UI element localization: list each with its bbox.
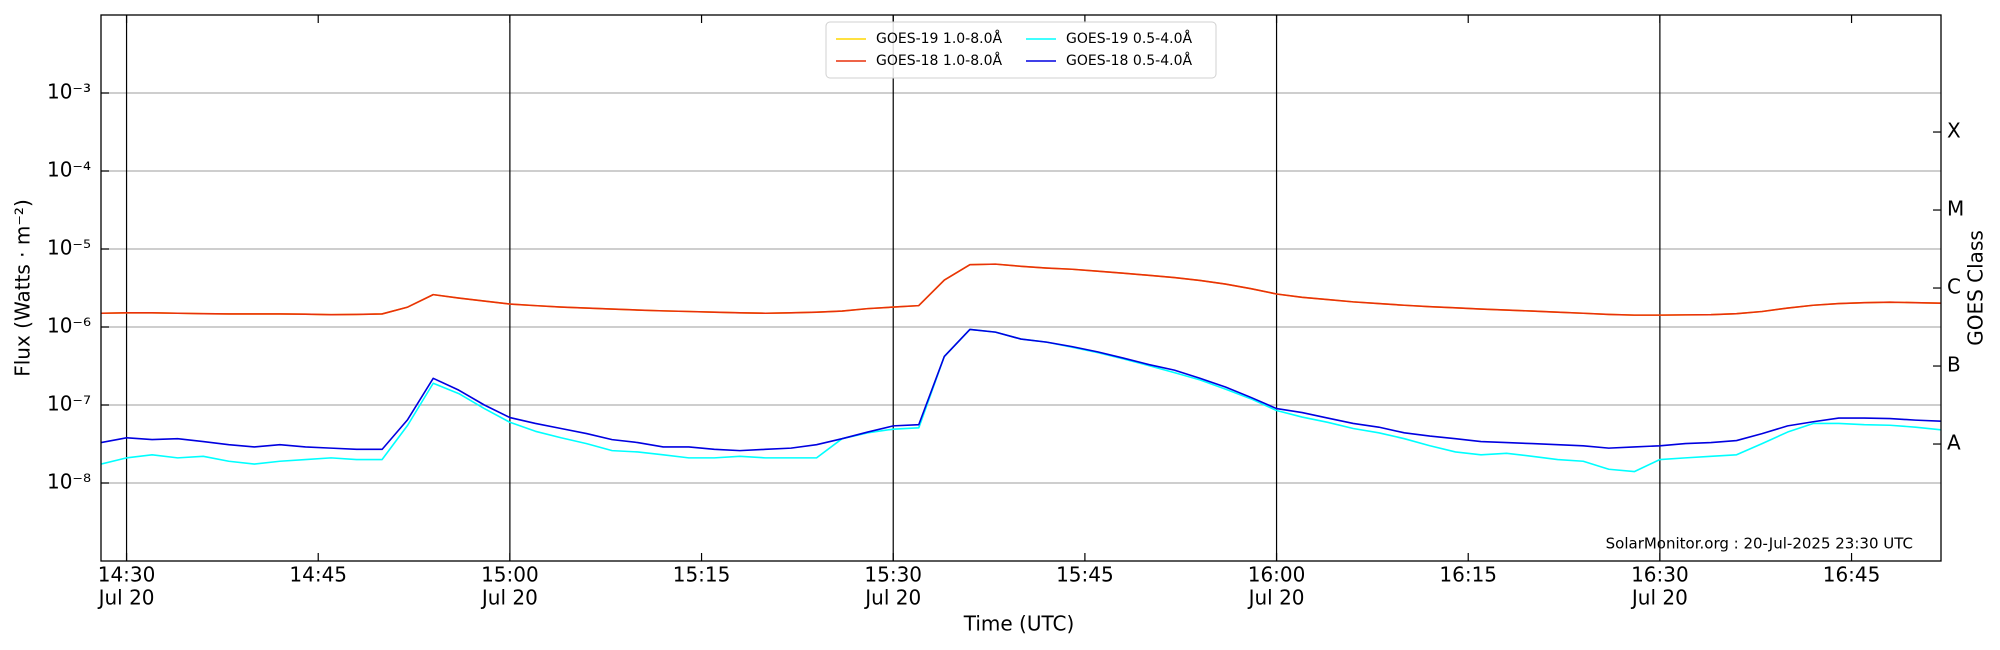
legend-box <box>825 21 1217 79</box>
legend-label: GOES-18 1.0-8.0Å <box>876 52 1002 69</box>
y2-tick-label: X <box>1947 119 1961 143</box>
legend-label: GOES-19 1.0-8.0Å <box>876 30 1002 47</box>
legend-label: GOES-18 0.5-4.0Å <box>1066 52 1192 69</box>
x-tick-label: 16:30 <box>1631 563 1689 587</box>
series-line <box>101 263 1941 316</box>
x-axis-label: Time (UTC) <box>963 612 1075 636</box>
y-tick-label: 10⁻⁴ <box>47 158 91 182</box>
x-tick-label: 15:00 <box>481 563 539 587</box>
x-tick-date: Jul 20 <box>1630 586 1688 610</box>
x-tick-label: 15:45 <box>1056 563 1114 587</box>
y-tick-label: 10⁻⁶ <box>47 314 91 338</box>
x-tick-date: Jul 20 <box>863 586 921 610</box>
x-tick-label: 16:15 <box>1439 563 1497 587</box>
x-tick-date: Jul 20 <box>97 586 155 610</box>
x-tick-label: 15:30 <box>864 563 922 587</box>
y-tick-label: 10⁻⁷ <box>47 392 91 416</box>
x-tick-label: 16:00 <box>1248 563 1306 587</box>
x-tick-label: 15:15 <box>673 563 731 587</box>
x-tick-label: 14:30 <box>98 563 156 587</box>
y-tick-label: 10⁻³ <box>47 80 91 104</box>
x-tick-label: 14:45 <box>289 563 347 587</box>
plot-area <box>101 263 1941 473</box>
y-axis-label: Flux (Watts · m⁻²) <box>11 199 35 377</box>
x-tick-label: 16:45 <box>1823 563 1881 587</box>
plot-frame <box>100 14 1942 562</box>
y2-tick-label: C <box>1947 275 1961 299</box>
y2-axis-label: GOES Class <box>1964 230 1988 346</box>
annotation: SolarMonitor.org : 20-Jul-2025 23:30 UTC <box>1606 535 1913 553</box>
y2-tick-label: B <box>1947 353 1961 377</box>
y2-tick-label: M <box>1947 197 1964 221</box>
x-tick-date: Jul 20 <box>1247 586 1305 610</box>
x-tick-date: Jul 20 <box>480 586 538 610</box>
series-line <box>101 328 1941 452</box>
y-tick-label: 10⁻⁸ <box>47 470 91 494</box>
y2-tick-label: A <box>1947 431 1961 455</box>
legend-label: GOES-19 0.5-4.0Å <box>1066 30 1192 47</box>
y-tick-label: 10⁻⁵ <box>47 236 91 260</box>
